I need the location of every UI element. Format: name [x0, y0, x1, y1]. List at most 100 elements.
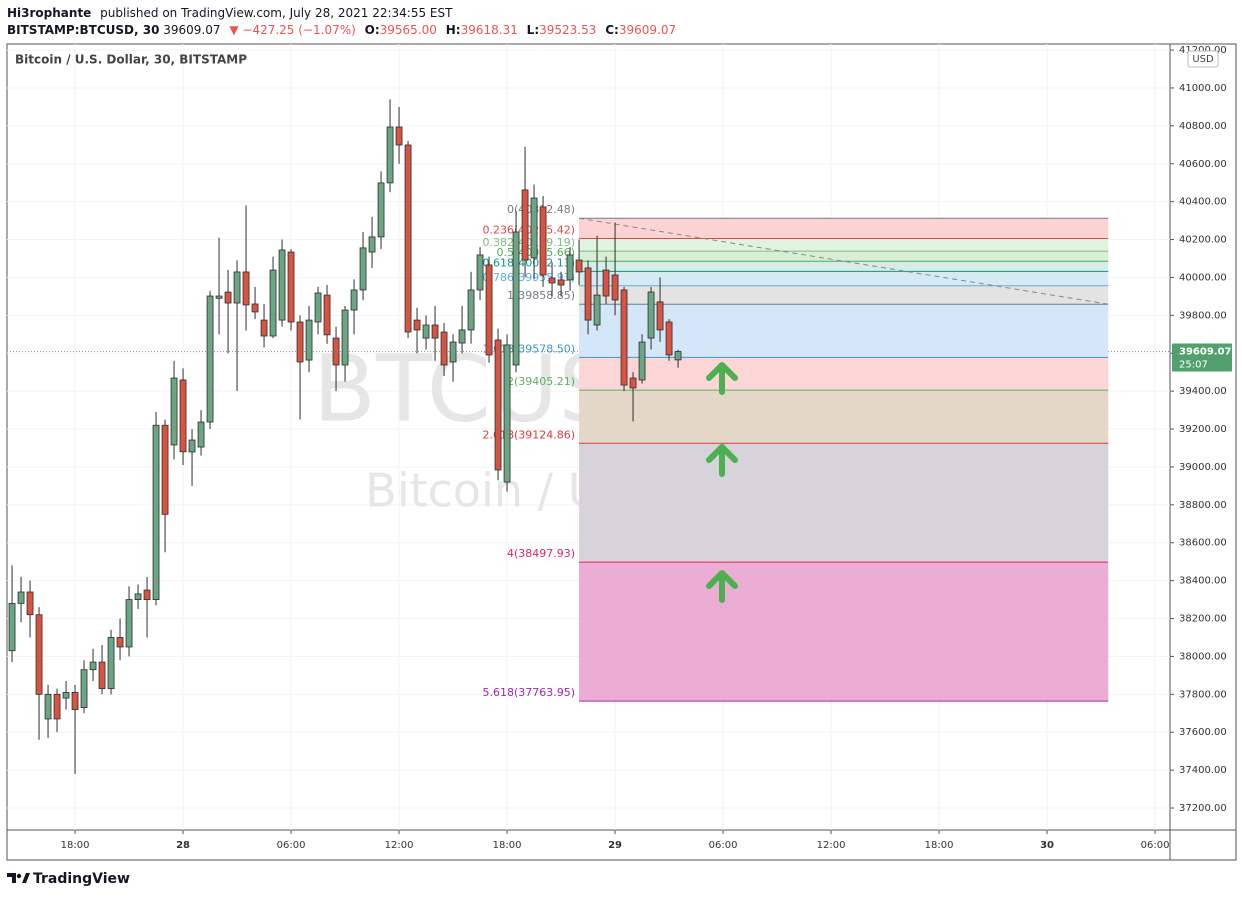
fib-zone [579, 285, 1109, 305]
c-label: C: [605, 23, 619, 37]
candle-body [215, 295, 223, 299]
candle-body [503, 344, 511, 483]
candle-body [242, 271, 250, 306]
candle-body [611, 274, 619, 301]
h-value: 39618.31 [461, 23, 518, 37]
last-price-header: 39609.07 [163, 23, 220, 37]
x-tick-label: 28 [176, 840, 190, 851]
o-value: 39565.00 [380, 23, 437, 37]
candle-body [26, 591, 34, 616]
fib-zone [579, 357, 1109, 391]
l-label: L: [527, 23, 539, 37]
candle-body [224, 291, 232, 304]
candle-body [17, 591, 25, 604]
candle-body [152, 424, 160, 600]
x-tick-label: 06:00 [709, 840, 738, 851]
countdown: 25:07 [1179, 360, 1208, 371]
fib-label: 0.618(40032.13) [482, 256, 575, 269]
arrows [706, 362, 738, 603]
y-tick-label: 38200.00 [1179, 614, 1227, 625]
last-price-label: 39609.07 [1179, 347, 1232, 358]
candle-body [548, 277, 556, 284]
candle-body [233, 271, 241, 304]
candle-body [80, 669, 88, 708]
candle-body [350, 289, 358, 311]
published-line: Hi3rophante published on TradingView.com… [7, 6, 453, 20]
y-tick-label: 38000.00 [1179, 651, 1227, 662]
x-tick-label: 18:00 [493, 840, 522, 851]
candle-body [260, 319, 268, 337]
candle-body [422, 324, 430, 339]
y-tick-label: 40200.00 [1179, 235, 1227, 246]
candle-body [413, 319, 421, 331]
fib-zone [579, 238, 1109, 252]
fib-zone [579, 261, 1109, 272]
candle-body [269, 269, 277, 337]
candles [8, 99, 682, 774]
x-tick-label: 12:00 [817, 840, 846, 851]
candle-body [584, 267, 592, 321]
candle-body [98, 661, 106, 690]
candle-body [53, 693, 61, 720]
candle-body [314, 292, 322, 323]
candle-body [512, 231, 520, 366]
candle-body [449, 341, 457, 363]
symbol: BITSTAMP:BTCUSD, 30 [7, 23, 159, 37]
candle-body [440, 331, 448, 366]
candle-body [278, 249, 286, 321]
candle-body [197, 421, 205, 448]
published: published on TradingView.com, July 28, 2… [100, 6, 453, 20]
x-tick-label: 06:00 [1141, 840, 1170, 851]
candle-body [530, 197, 538, 259]
x-tick-label: 29 [608, 840, 622, 851]
candle-body [665, 321, 673, 356]
arrow [706, 570, 738, 603]
author: Hi3rophante [7, 6, 91, 20]
y-tick-label: 40800.00 [1179, 121, 1227, 132]
candle-body [179, 379, 187, 453]
fib-zone [579, 251, 1109, 262]
candle-body [143, 589, 151, 600]
candle-body [485, 264, 493, 356]
candle-body [125, 599, 133, 648]
candle-body [539, 206, 547, 276]
candle-body [629, 377, 637, 389]
candle-body [89, 661, 97, 671]
y-tick-label: 39800.00 [1179, 310, 1227, 321]
candle-body [134, 593, 142, 600]
y-tick-label: 38800.00 [1179, 500, 1227, 511]
candle-body [251, 303, 259, 313]
y-tick-label: 40000.00 [1179, 272, 1227, 283]
candle-body [359, 247, 367, 291]
fib-extension: 0(40312.48)0.236(40205.42)0.382(40139.19… [482, 203, 1109, 702]
fib-label: 5.618(37763.95) [482, 686, 575, 699]
candle-body [674, 351, 682, 361]
fib-label: 0.382(40139.19) [482, 236, 575, 249]
currency-box [1187, 50, 1219, 68]
fib-zone [579, 218, 1109, 239]
y-tick-label: 40400.00 [1179, 197, 1227, 208]
candle-body [521, 189, 529, 261]
y-tick-label: 40600.00 [1179, 159, 1227, 170]
fib-label: 4(38497.93) [507, 547, 575, 560]
candle-body [188, 439, 196, 453]
symbol-line: BITSTAMP:BTCUSD, 30 39609.07 ▼ −427.25 (… [7, 23, 676, 37]
footer-brand: TradingView [33, 871, 130, 887]
candle-body [593, 294, 601, 326]
logo-part [7, 873, 16, 883]
candle-body [170, 377, 178, 446]
candle-body [386, 126, 394, 184]
candle-body [341, 309, 349, 366]
change: ▼ −427.25 (−1.07%) [229, 23, 355, 37]
chart-frame [6, 43, 1237, 861]
candle-body [395, 126, 403, 146]
candle-body [494, 339, 502, 471]
candle-body [332, 337, 340, 366]
candle-body [575, 259, 583, 273]
candle-body [296, 321, 304, 363]
candle-body [602, 269, 610, 297]
fib-zone [579, 443, 1109, 563]
y-tick-label: 38400.00 [1179, 576, 1227, 587]
y-tick-label: 39000.00 [1179, 462, 1227, 473]
